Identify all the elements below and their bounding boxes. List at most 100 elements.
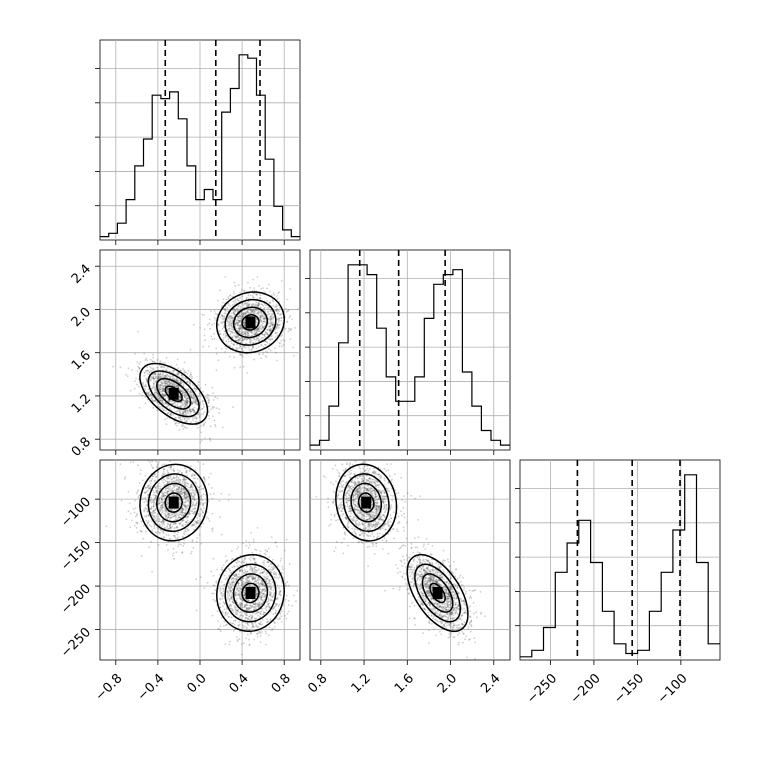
sample-point xyxy=(154,373,157,376)
sample-point xyxy=(149,482,152,485)
sample-point xyxy=(156,474,159,476)
sample-point xyxy=(196,402,199,405)
sample-point xyxy=(166,480,169,483)
sample-point xyxy=(202,407,204,410)
sample-point xyxy=(186,388,189,391)
sample-point xyxy=(164,394,167,396)
sample-point xyxy=(266,561,268,563)
sample-point xyxy=(239,319,242,322)
sample-point xyxy=(161,381,163,384)
sample-point xyxy=(257,614,259,617)
sample-point xyxy=(194,400,197,403)
sample-point xyxy=(237,299,240,302)
sample-point xyxy=(184,504,187,507)
sample-point xyxy=(249,567,252,570)
sample-point xyxy=(151,387,154,389)
sample-point xyxy=(223,312,226,315)
sample-point xyxy=(254,618,256,621)
sample-point xyxy=(179,396,182,399)
sample-point xyxy=(189,390,192,393)
sample-point xyxy=(163,395,165,398)
sample-point xyxy=(231,596,233,599)
sample-point xyxy=(235,348,238,351)
sample-point xyxy=(171,481,174,483)
sample-point xyxy=(154,400,157,402)
sample-point xyxy=(174,531,176,534)
sample-point xyxy=(262,351,265,354)
sample-point xyxy=(191,473,194,476)
sample-point xyxy=(251,310,254,312)
sample-point xyxy=(161,510,164,513)
sample-point xyxy=(183,410,186,412)
sample-point xyxy=(254,310,256,313)
sample-point xyxy=(154,377,157,380)
sample-point xyxy=(160,384,163,387)
sample-point xyxy=(242,584,245,586)
sample-point xyxy=(245,581,248,584)
sample-point xyxy=(234,606,237,609)
sample-point xyxy=(168,404,170,407)
sample-point xyxy=(156,393,159,395)
sample-point xyxy=(197,427,199,429)
sample-point xyxy=(263,318,266,320)
sample-point xyxy=(249,605,251,607)
sample-point xyxy=(194,507,197,510)
sample-point xyxy=(167,514,170,517)
sample-point xyxy=(248,304,250,306)
sample-point xyxy=(221,315,224,318)
sample-point xyxy=(153,498,156,500)
sample-point xyxy=(164,515,167,518)
sample-point xyxy=(262,304,265,307)
sample-point xyxy=(178,503,181,505)
sample-point xyxy=(161,518,164,521)
sample-point xyxy=(238,325,241,327)
sample-point xyxy=(232,311,235,314)
sample-point xyxy=(252,296,255,298)
sample-point xyxy=(185,404,187,407)
sample-point xyxy=(185,496,188,498)
sample-point xyxy=(225,577,228,579)
sample-point xyxy=(246,335,249,337)
sample-point xyxy=(246,607,248,609)
sample-point xyxy=(185,387,187,390)
sample-point xyxy=(232,584,234,586)
sample-point xyxy=(233,581,236,584)
sample-point xyxy=(266,341,269,344)
sample-point xyxy=(174,512,177,515)
sample-point xyxy=(163,468,166,471)
sample-point xyxy=(284,584,287,587)
sample-point xyxy=(229,305,232,308)
sample-point xyxy=(230,586,233,589)
sample-point xyxy=(270,318,272,320)
sample-point xyxy=(186,417,189,420)
sample-point xyxy=(221,595,224,598)
sample-point xyxy=(237,322,240,324)
sample-point xyxy=(218,289,221,292)
sample-point xyxy=(251,578,254,580)
sample-point xyxy=(161,499,164,502)
sample-point xyxy=(136,513,139,515)
sample-point xyxy=(259,306,262,309)
sample-point xyxy=(300,611,302,613)
sample-point xyxy=(251,295,254,297)
sample-point xyxy=(134,499,137,502)
sample-point xyxy=(238,589,240,591)
sample-point xyxy=(268,556,271,558)
sample-point xyxy=(185,470,188,472)
sample-point xyxy=(246,598,248,601)
sample-point xyxy=(145,514,148,517)
sample-point xyxy=(242,313,245,315)
sample-point xyxy=(177,478,180,481)
sample-point xyxy=(166,382,169,385)
sample-point xyxy=(185,493,188,496)
sample-point xyxy=(157,544,160,546)
sample-point xyxy=(189,373,192,376)
sample-point xyxy=(228,598,231,600)
sample-point xyxy=(255,313,258,315)
sample-point xyxy=(184,497,187,500)
sample-point xyxy=(231,319,234,322)
sample-point xyxy=(124,476,127,478)
sample-point xyxy=(179,516,182,519)
sample-point xyxy=(164,508,166,511)
sample-point xyxy=(173,385,176,387)
